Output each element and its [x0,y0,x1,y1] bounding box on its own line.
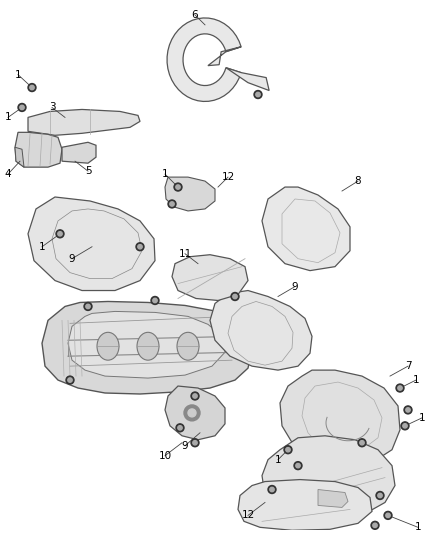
Circle shape [396,384,404,392]
Text: 4: 4 [5,169,11,179]
Circle shape [191,392,199,400]
Text: 1: 1 [162,169,168,179]
Circle shape [193,394,197,398]
Polygon shape [318,489,348,507]
Text: 1: 1 [15,70,21,79]
Text: 1: 1 [39,242,45,252]
Circle shape [174,183,182,191]
Text: 1: 1 [415,522,421,532]
Circle shape [58,232,62,236]
Circle shape [30,85,34,90]
Circle shape [360,441,364,445]
Polygon shape [62,142,96,163]
Text: 9: 9 [69,254,75,264]
Circle shape [86,304,90,309]
Circle shape [233,294,237,298]
Polygon shape [68,311,225,378]
Circle shape [284,446,292,454]
Text: 9: 9 [182,441,188,451]
Text: 1: 1 [275,455,281,465]
Circle shape [153,298,157,303]
Circle shape [66,376,74,384]
Circle shape [68,378,72,382]
Circle shape [151,296,159,304]
Ellipse shape [97,332,119,360]
Circle shape [386,513,390,518]
Circle shape [136,243,144,251]
Text: 1: 1 [419,413,425,423]
Polygon shape [15,132,62,167]
Text: 7: 7 [405,361,411,371]
Polygon shape [262,436,395,519]
Circle shape [176,185,180,189]
Polygon shape [238,480,372,530]
Circle shape [170,202,174,206]
Circle shape [184,405,200,421]
Polygon shape [262,187,350,271]
Polygon shape [42,302,252,394]
Ellipse shape [177,332,199,360]
Polygon shape [165,386,225,440]
Text: 8: 8 [355,176,361,186]
Polygon shape [208,47,241,66]
Ellipse shape [137,332,159,360]
Circle shape [371,521,379,529]
Text: 9: 9 [292,281,298,292]
Circle shape [84,302,92,310]
Circle shape [286,448,290,452]
Circle shape [18,103,26,111]
Circle shape [193,441,197,445]
Circle shape [28,84,36,92]
Circle shape [401,422,409,430]
Circle shape [384,511,392,519]
Circle shape [398,386,402,390]
Circle shape [358,439,366,447]
Text: 6: 6 [192,10,198,20]
Circle shape [256,92,260,96]
Circle shape [56,230,64,238]
Circle shape [404,406,412,414]
Text: 12: 12 [221,172,235,182]
Text: 10: 10 [159,451,172,461]
Circle shape [406,408,410,412]
Polygon shape [165,177,215,211]
Circle shape [378,494,382,498]
Text: 11: 11 [178,249,192,259]
Polygon shape [172,255,248,301]
Circle shape [373,523,377,528]
Circle shape [178,426,182,430]
Polygon shape [210,290,312,370]
Circle shape [168,200,176,208]
Text: 12: 12 [241,511,254,520]
Polygon shape [28,109,140,135]
Circle shape [376,491,384,499]
Circle shape [138,245,142,249]
Text: 3: 3 [49,102,55,112]
Polygon shape [226,68,269,91]
Polygon shape [28,197,155,290]
Circle shape [403,424,407,428]
Circle shape [296,464,300,468]
Circle shape [191,439,199,447]
Polygon shape [280,370,400,466]
Circle shape [188,409,196,417]
Polygon shape [15,147,24,167]
Circle shape [176,424,184,432]
Circle shape [270,487,274,492]
Text: 5: 5 [85,166,91,176]
Circle shape [231,293,239,301]
Circle shape [20,105,24,110]
Text: 1: 1 [5,112,11,123]
Circle shape [254,91,262,99]
Polygon shape [167,18,241,101]
Circle shape [268,486,276,494]
Text: 1: 1 [413,375,419,385]
Circle shape [294,462,302,470]
